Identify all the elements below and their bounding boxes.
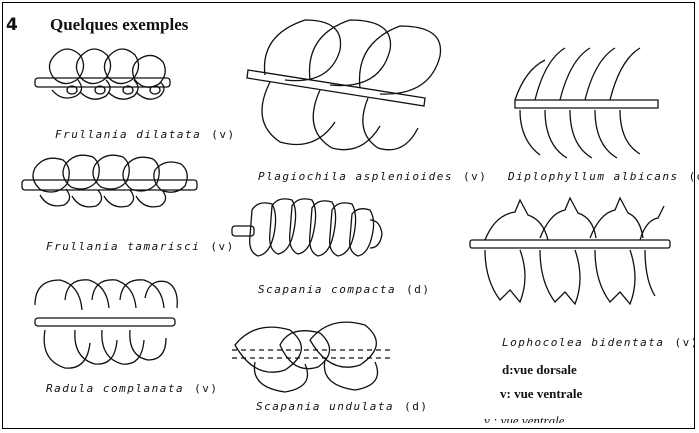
specimen-name: Lophocolea bidentata — [502, 336, 665, 349]
drawing-diplophyllum-albicans — [514, 47, 659, 159]
specimen-view: (v) — [211, 128, 236, 141]
drawing-frullania-dilatata — [34, 48, 171, 100]
specimen-caption: Scapania undulata (d) — [256, 400, 428, 413]
specimen-caption: Frullania dilatata (v) — [55, 128, 236, 141]
specimen-caption: Scapania compacta (d) — [258, 283, 430, 296]
specimen-caption: Frullania tamarisci (v) — [46, 240, 235, 253]
figure-title: Quelques exemples — [50, 15, 189, 34]
legend-dorsal: d:vue dorsale — [502, 362, 577, 377]
specimen-name: Scapania compacta — [258, 283, 397, 296]
specimen-view: (d) — [406, 283, 431, 296]
specimen-view: (v) — [194, 382, 219, 395]
drawing-lophocolea-bidentata — [469, 196, 671, 306]
specimen-name: Plagiochila asplenioides — [258, 170, 453, 183]
drawing-frullania-tamarisci — [21, 154, 198, 208]
specimen-view: (d) — [688, 170, 699, 183]
specimen-caption: Diplophyllum albicans (d) — [508, 170, 699, 183]
specimen-name: Frullania tamarisci — [46, 240, 201, 253]
drawing-radula-complanata — [34, 279, 178, 369]
figure-number: 4 — [6, 15, 18, 35]
specimen-view: (d) — [404, 400, 429, 413]
specimen-name: Frullania dilatata — [55, 128, 202, 141]
specimen-view: (v) — [462, 170, 488, 183]
specimen-caption: Lophocolea bidentata (v) — [502, 336, 699, 349]
drawing-plagiochila-asplenioides — [246, 19, 442, 151]
specimen-view: (v) — [210, 240, 235, 253]
specimen-name: Diplophyllum albicans — [508, 170, 679, 183]
specimen-view: (v) — [674, 336, 699, 349]
specimen-caption: Radula complanata (v) — [46, 382, 218, 395]
drawing-scapania-undulata — [232, 321, 390, 393]
drawing-scapania-compacta — [231, 198, 383, 257]
legend-ventral: v: vue ventrale — [500, 386, 583, 401]
legend-ventral-faded: v : vue ventrale — [484, 413, 565, 423]
figure-frame — [2, 2, 695, 429]
specimen-name: Radula complanata — [46, 382, 185, 395]
specimen-caption: Plagiochila asplenioides (v) — [258, 170, 487, 183]
specimen-name: Scapania undulata — [256, 400, 395, 413]
